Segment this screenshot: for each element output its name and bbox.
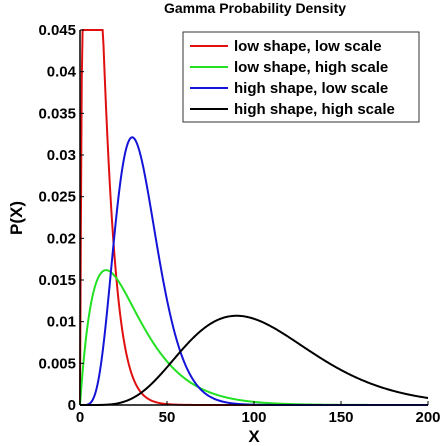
series-line-4 xyxy=(80,314,429,406)
x-tick-label: 150 xyxy=(328,409,353,426)
legend-label-2: low shape, high scale xyxy=(234,59,388,76)
legend-label-4: high shape, high scale xyxy=(234,101,395,118)
y-tick-label: 0 xyxy=(68,397,76,414)
x-tick-label: 0 xyxy=(76,409,84,426)
y-tick-label: 0.025 xyxy=(38,189,76,206)
y-tick-label: 0.03 xyxy=(47,147,76,164)
chart-title: Gamma Probability Density xyxy=(164,0,346,16)
y-tick-label: 0.01 xyxy=(47,314,76,331)
x-axis-label: X xyxy=(248,427,260,446)
y-tick-label: 0.015 xyxy=(38,272,76,289)
x-tick-label: 50 xyxy=(159,409,176,426)
x-tick-label: 100 xyxy=(241,409,266,426)
y-tick-label: 0.045 xyxy=(38,22,76,39)
y-tick-label: 0.005 xyxy=(38,355,76,372)
y-tick-label: 0.04 xyxy=(47,64,77,81)
y-axis-label: P(X) xyxy=(7,201,26,235)
ticks-layer: 0 50 100 150 200 0 0.005 0.01 0.015 0.02 0.025 0.03… xyxy=(38,22,440,426)
legend-label-3: high shape, low scale xyxy=(234,80,388,97)
legend: low shape, low scale low shape, high scal… xyxy=(182,31,420,123)
x-tick-label: 200 xyxy=(415,409,440,426)
y-tick-label: 0.02 xyxy=(47,230,76,247)
legend-label-1: low shape, low scale xyxy=(234,38,382,55)
y-tick-label: 0.035 xyxy=(38,105,76,122)
